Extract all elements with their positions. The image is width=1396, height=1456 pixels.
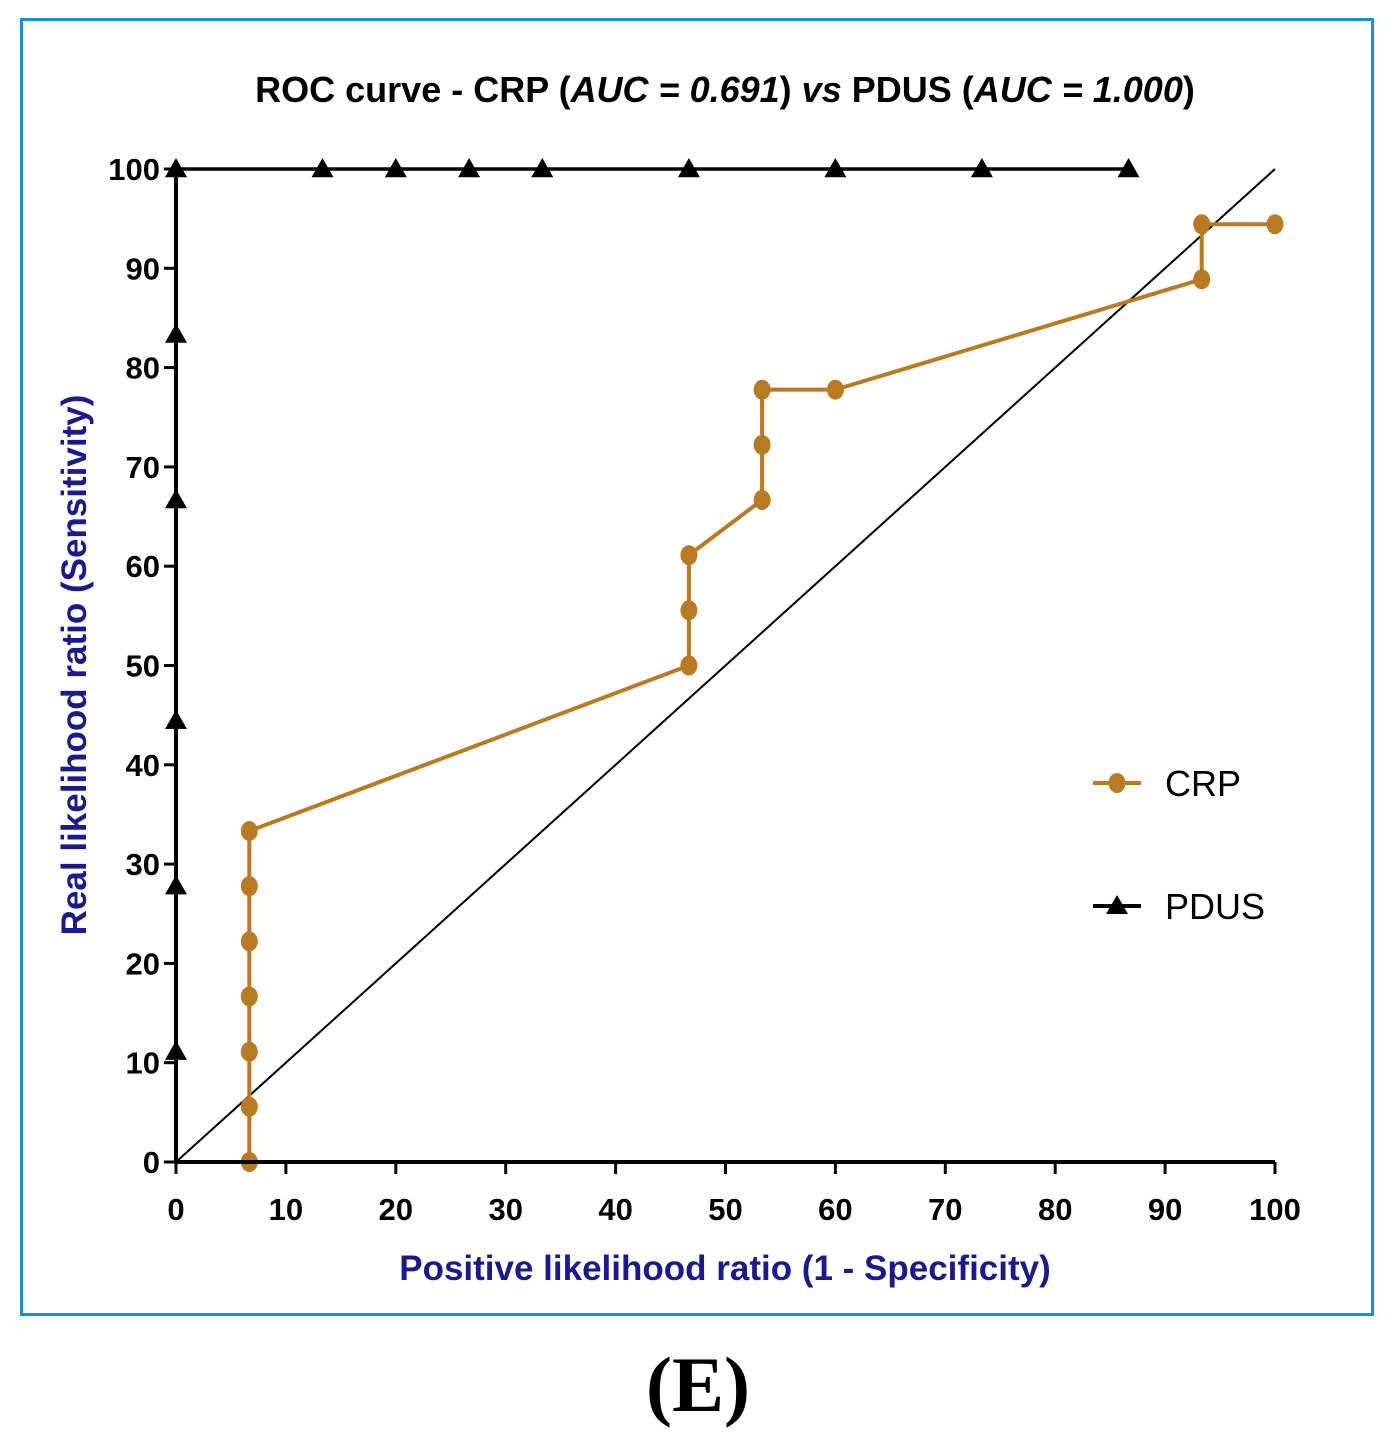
pdus-point [311, 158, 334, 178]
pdus-point [677, 158, 700, 178]
y-tick-label: 50 [126, 649, 160, 684]
panel-label: (E) [646, 1341, 750, 1428]
crp-point [240, 931, 258, 952]
x-tick-label: 40 [598, 1192, 632, 1227]
pdus-point [458, 158, 481, 178]
y-axis-title: Real likelihood ratio (Sensitivity) [55, 395, 94, 936]
legend: CRP PDUS [1093, 763, 1265, 927]
y-tick-label: 10 [126, 1046, 160, 1081]
reference-layer [175, 168, 1276, 1163]
legend-crp-marker [1108, 773, 1126, 793]
y-tick-label: 80 [126, 351, 160, 386]
x-tick-label: 90 [1148, 1192, 1182, 1227]
x-tick-label: 80 [1038, 1192, 1072, 1227]
y-tick-label: 30 [126, 847, 160, 882]
crp-point [240, 876, 258, 897]
x-tick-label: 10 [269, 1192, 303, 1227]
chart-title-part: ) [780, 69, 802, 110]
crp-point [753, 434, 771, 455]
roc-chart: ROC curve - CRP (AUC = 0.691) vs PDUS (A… [55, 69, 1301, 1288]
x-tick-label: 20 [379, 1192, 413, 1227]
crp-point [240, 821, 258, 842]
pdus-point [531, 158, 554, 178]
y-tick-label: 90 [126, 251, 160, 286]
legend-crp-label: CRP [1165, 763, 1241, 804]
pdus-point [970, 158, 993, 178]
chart-title-part: AUC = 1.000 [973, 69, 1183, 110]
chart-title-part: ROC curve - CRP ( [255, 69, 570, 110]
chart-title: ROC curve - CRP (AUC = 0.691) vs PDUS (A… [255, 69, 1195, 110]
crp-point [680, 600, 698, 621]
chart-title-part: vs [802, 69, 842, 110]
y-tick-label: 20 [126, 946, 160, 981]
x-axis-title: Positive likelihood ratio (1 - Specifici… [399, 1249, 1051, 1288]
y-tick-label: 70 [126, 450, 160, 485]
crp-point [753, 489, 771, 510]
x-tick-label: 70 [928, 1192, 962, 1227]
x-tick-label: 0 [167, 1192, 184, 1227]
x-tick-label: 60 [818, 1192, 852, 1227]
chart-title-part: PDUS ( [842, 69, 974, 110]
x-tick-label: 30 [488, 1192, 522, 1227]
crp-point [826, 379, 844, 400]
reference-diagonal-line [175, 168, 1276, 1163]
crp-point [753, 379, 771, 400]
y-tick-label: 40 [126, 748, 160, 783]
legend-pdus-marker [1106, 895, 1128, 914]
crp-point [1193, 269, 1211, 290]
y-tick-label: 100 [108, 152, 160, 187]
pdus-point [1117, 158, 1140, 178]
pdus-point [384, 158, 407, 178]
chart-title-part: AUC = 0.691 [570, 69, 780, 110]
crp-series-line [176, 222, 1275, 1164]
crp-point [680, 655, 698, 676]
x-tick-label: 100 [1249, 1192, 1301, 1227]
x-tick-label: 50 [708, 1192, 742, 1227]
y-tick-label: 0 [143, 1145, 160, 1180]
crp-point [240, 1096, 258, 1117]
crp-point [240, 1041, 258, 1062]
y-tick-label: 60 [126, 549, 160, 584]
crp-point [1193, 214, 1211, 235]
pdus-point [824, 158, 847, 178]
crp-point [680, 545, 698, 566]
legend-pdus-label: PDUS [1165, 886, 1265, 927]
crp-point [1266, 214, 1284, 235]
pdus-series-line [174, 167, 1129, 1162]
chart-title-part: ) [1183, 69, 1195, 110]
crp-point [240, 986, 258, 1007]
axes-layer: 0 10 20 30 40 50 60 70 80 90 100 0 10 20 30 40 50 60 70 80 9… [108, 152, 1301, 1227]
